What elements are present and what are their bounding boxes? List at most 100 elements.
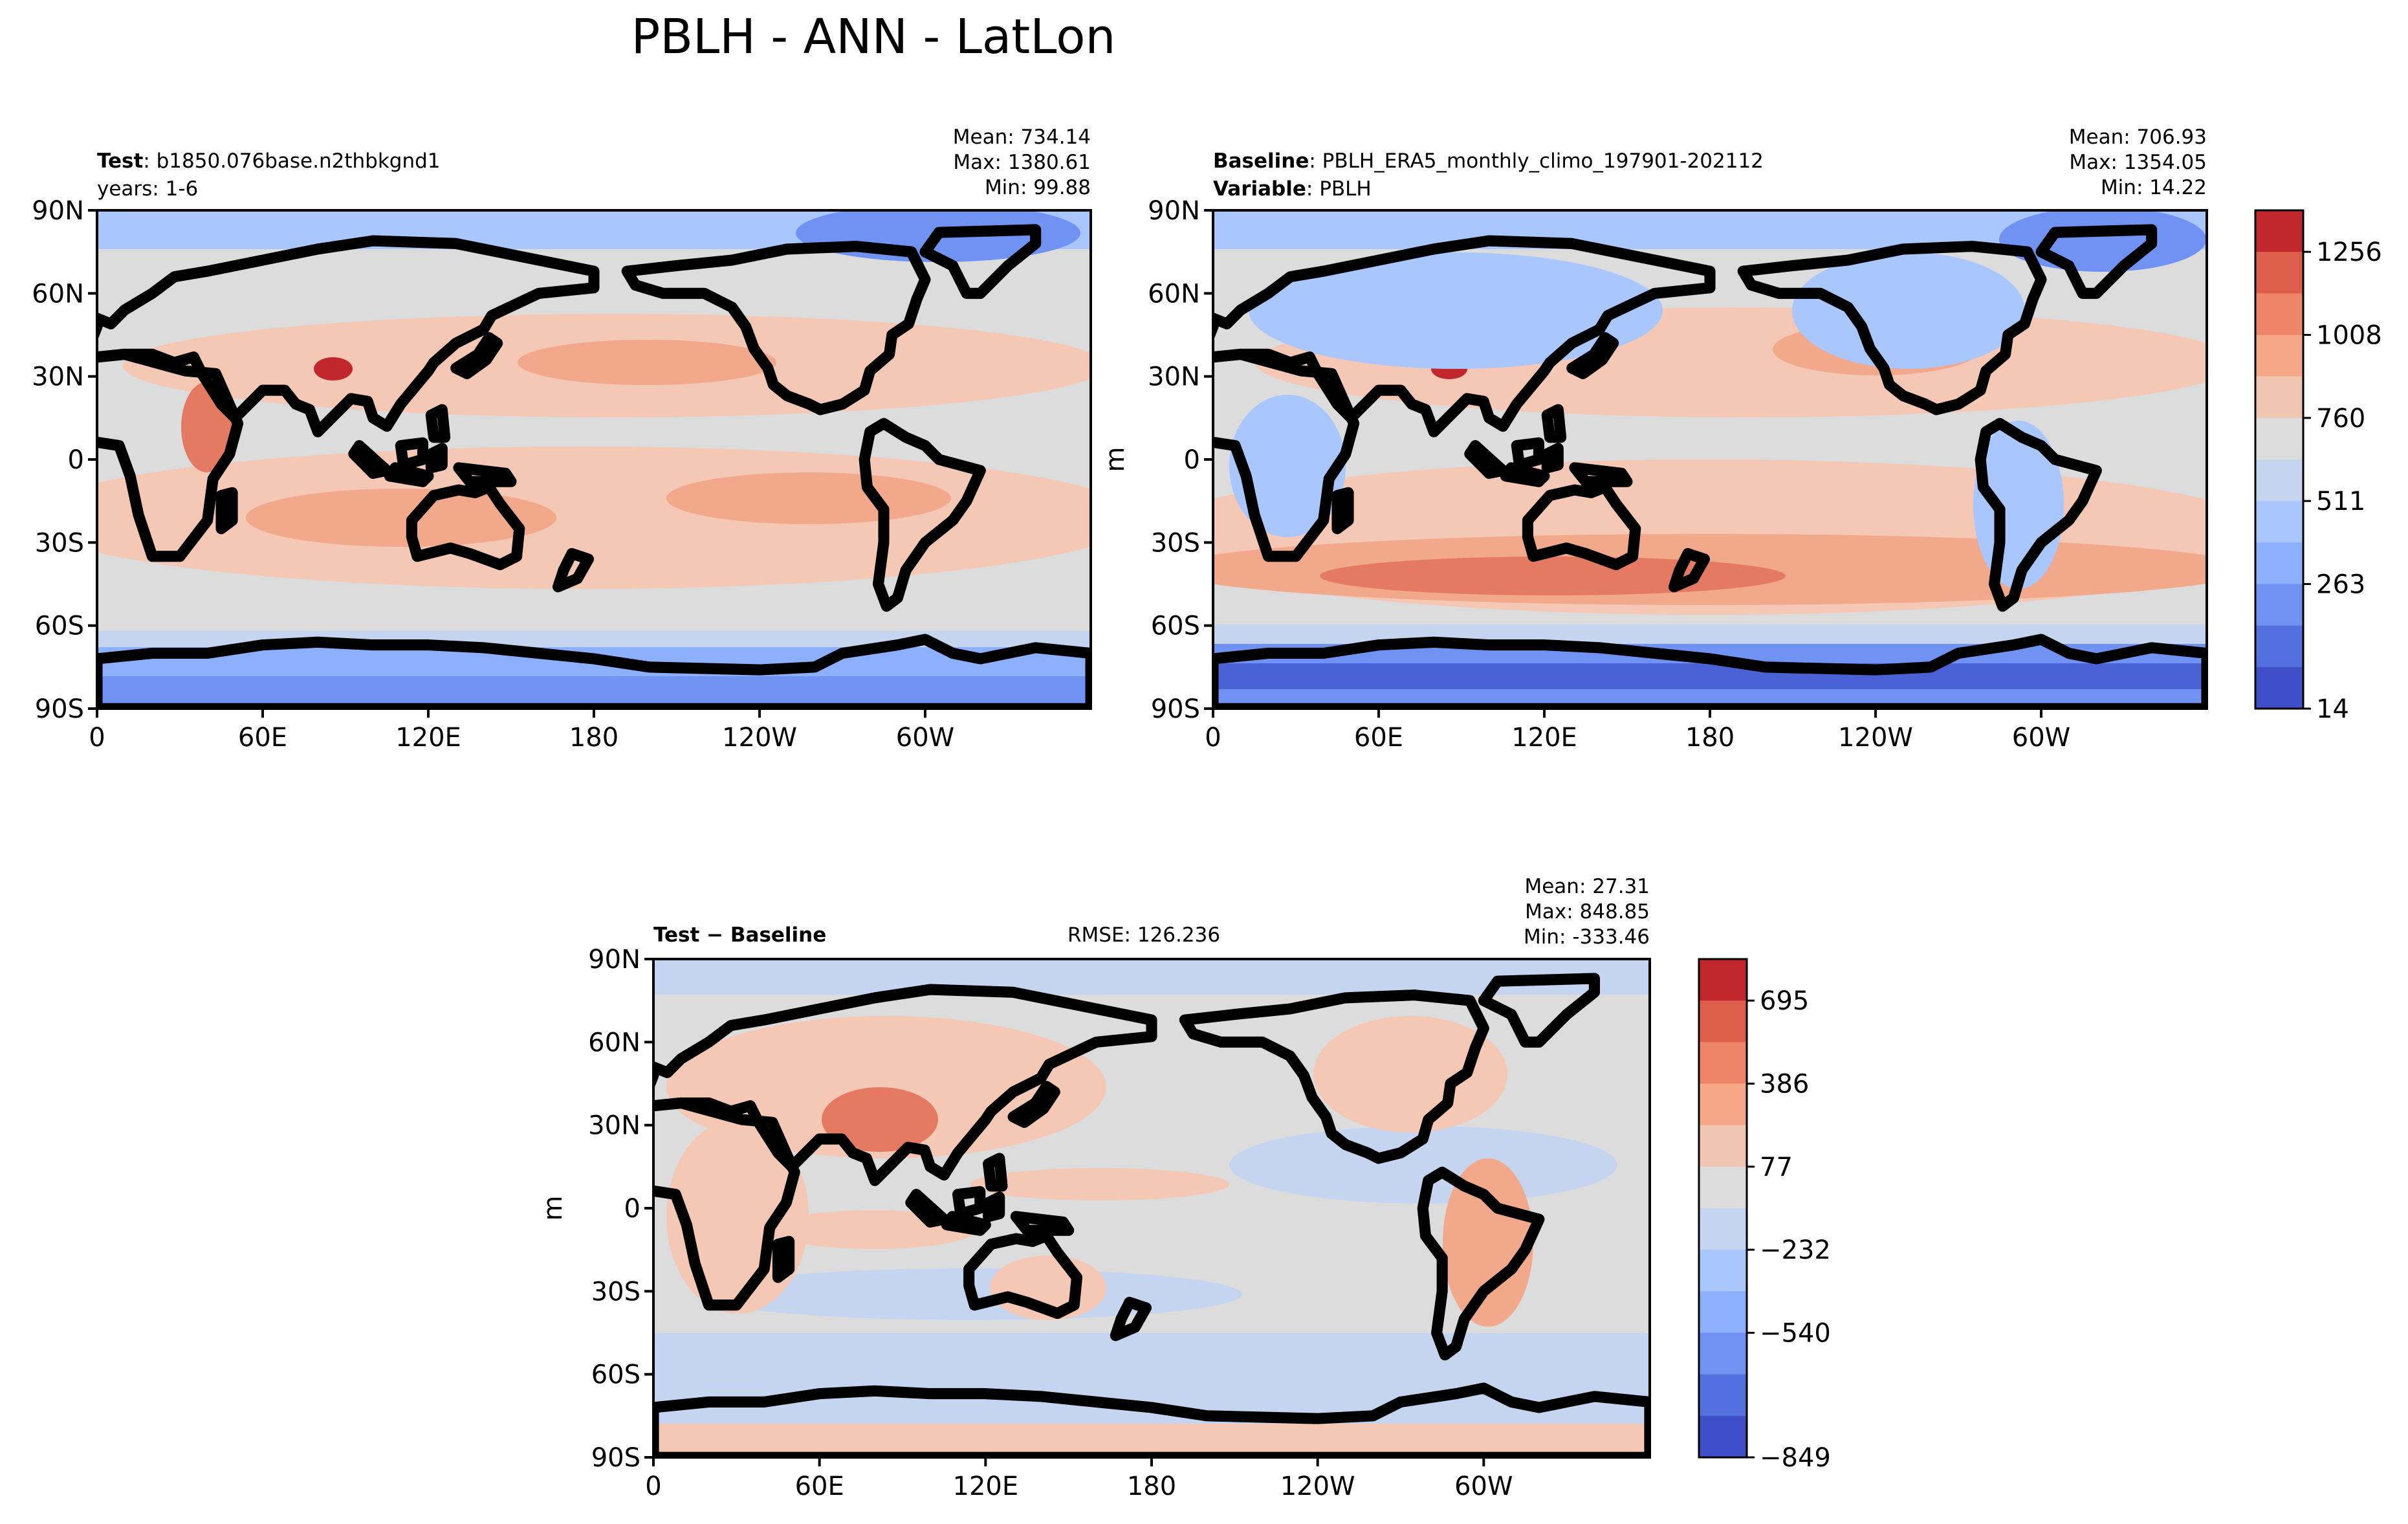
test-band-sh-core bbox=[246, 489, 556, 547]
lat-tick-label: 30S bbox=[591, 1277, 640, 1307]
lon-tick-label: 180 bbox=[569, 723, 618, 753]
lon-tick-label: 60E bbox=[238, 723, 287, 753]
baseline-mean: Mean: 706.93 bbox=[2069, 126, 2207, 149]
baseline-panel: Baseline: PBLH_ERA5_monthly_climo_197901… bbox=[1100, 126, 2208, 753]
lat-tick-label: 30N bbox=[32, 362, 84, 392]
colorbar-segment bbox=[2255, 625, 2303, 668]
lat-tick-label: 30N bbox=[1148, 362, 1200, 392]
lon-tick-label: 0 bbox=[645, 1472, 661, 1501]
colorbar-segment bbox=[1699, 1332, 1747, 1375]
colorbar-segment bbox=[1699, 1000, 1747, 1043]
colorbar-tick-label: 760 bbox=[2316, 404, 2365, 434]
lat-tick-label: 60N bbox=[588, 1028, 640, 1057]
baseline-asia-cool bbox=[1249, 252, 1663, 369]
colorbar-segment bbox=[2255, 667, 2303, 709]
baseline-antarctic-strong bbox=[1213, 663, 2207, 689]
diff-mean: Mean: 27.31 bbox=[1524, 875, 1650, 898]
diff-namerica-warm bbox=[1313, 1016, 1507, 1132]
colorbar-tick-label: 1008 bbox=[2316, 321, 2382, 351]
colorbar-segment bbox=[1699, 1083, 1747, 1126]
baseline-units-label: m bbox=[1100, 447, 1130, 472]
test-map-field bbox=[97, 210, 1091, 709]
lon-tick-label: 0 bbox=[1205, 723, 1221, 753]
lat-tick-label: 60N bbox=[1148, 279, 1200, 309]
colorbar-segment bbox=[2255, 252, 2303, 294]
lat-tick-label: 60N bbox=[32, 279, 84, 309]
colorbar-segment bbox=[2255, 335, 2303, 377]
colorbar-segment bbox=[1699, 1374, 1747, 1417]
lat-tick-label: 90S bbox=[591, 1443, 640, 1473]
lon-tick-label: 180 bbox=[1685, 723, 1735, 753]
lon-tick-label: 60E bbox=[795, 1472, 844, 1501]
test-lat-ticks: 90N 60N 30N 0 30S 60S 90S bbox=[32, 196, 97, 724]
lat-tick-label: 60S bbox=[591, 1360, 640, 1390]
lat-tick-label: 30S bbox=[35, 528, 84, 558]
lon-tick-label: 120W bbox=[1838, 723, 1913, 753]
test-panel: Test: b1850.076base.n2thbkgnd1 years: 1-… bbox=[32, 126, 1092, 753]
diff-rmse: RMSE: 126.236 bbox=[1067, 923, 1220, 947]
lon-tick-label: 60E bbox=[1354, 723, 1403, 753]
diff-panel-title: Test − Baseline bbox=[653, 923, 826, 947]
lat-tick-label: 0 bbox=[624, 1194, 640, 1224]
diff-lon-ticks: 0 60E 120E 180 120W 60W bbox=[645, 1457, 1513, 1501]
diff-tibet-warm bbox=[822, 1087, 938, 1152]
baseline-variable: Variable: PBLH bbox=[1213, 177, 1372, 201]
colorbar-segment bbox=[2255, 293, 2303, 336]
baseline-africa-cool bbox=[1229, 395, 1346, 537]
colorbar-segment bbox=[1699, 1291, 1747, 1334]
diff-samerica-warm bbox=[1443, 1158, 1533, 1327]
colorbar-segment bbox=[2255, 417, 2303, 460]
diff-min: Min: -333.46 bbox=[1524, 925, 1650, 949]
colorbar-tick-label: 77 bbox=[1760, 1153, 1793, 1182]
baseline-panel-title: Baseline: PBLH_ERA5_monthly_climo_197901… bbox=[1213, 149, 1764, 173]
colorbar-frame bbox=[2254, 209, 2304, 710]
lat-tick-label: 90N bbox=[32, 196, 84, 226]
baseline-min: Min: 14.22 bbox=[2101, 176, 2207, 199]
diff-panel: Test − Baseline RMSE: 126.236 Mean: 27.3… bbox=[538, 875, 1651, 1501]
lat-tick-label: 90N bbox=[1148, 196, 1200, 226]
colorbar-frame bbox=[1698, 958, 1748, 1459]
colorbar-segment bbox=[1699, 1166, 1747, 1209]
lon-tick-label: 180 bbox=[1127, 1472, 1176, 1501]
colorbar-segment bbox=[1699, 959, 1747, 1001]
lat-tick-label: 30N bbox=[588, 1111, 640, 1141]
test-band-sh-core2 bbox=[666, 472, 951, 524]
lon-tick-label: 60W bbox=[1454, 1472, 1513, 1501]
lon-tick-label: 120E bbox=[1511, 723, 1577, 753]
diff-max: Max: 848.85 bbox=[1525, 900, 1650, 923]
diff-equatorial-warm bbox=[970, 1168, 1229, 1200]
lon-tick-label: 60W bbox=[2012, 723, 2070, 753]
colorbar-tick-label: 1256 bbox=[2316, 237, 2382, 267]
test-lon-ticks: 0 60E 120E 180 120W 60W bbox=[89, 709, 954, 753]
test-mean: Mean: 734.14 bbox=[953, 126, 1091, 149]
colorbar-segment bbox=[2255, 210, 2303, 252]
test-tibet bbox=[314, 357, 353, 381]
diff-antarctic-warm bbox=[653, 1424, 1650, 1457]
colorbar-tick-label: 263 bbox=[2316, 570, 2365, 600]
baseline-lat-ticks: 90N 60N 30N 0 30S 60S 90S bbox=[1148, 196, 1213, 724]
baseline-map-field bbox=[1213, 210, 2207, 709]
colorbar-segment bbox=[1699, 1042, 1747, 1085]
test-panel-years: years: 1-6 bbox=[97, 177, 198, 201]
diff-lat-ticks: 90N 60N 30N 0 30S 60S 90S bbox=[588, 945, 653, 1473]
colorbar-tick-label: 14 bbox=[2316, 694, 2349, 724]
colorbar-segment bbox=[1699, 1125, 1747, 1167]
lon-tick-label: 120E bbox=[953, 1472, 1019, 1501]
colorbar-tick-label: −849 bbox=[1760, 1443, 1831, 1473]
colorbar-tick-label: −232 bbox=[1760, 1235, 1831, 1265]
colorbar-tick-label: 695 bbox=[1760, 986, 1809, 1016]
colorbar-segment bbox=[1699, 1250, 1747, 1292]
diff-units-label: m bbox=[538, 1196, 568, 1221]
colorbar-segment bbox=[2255, 459, 2303, 502]
test-panel-title: Test: b1850.076base.n2thbkgnd1 bbox=[97, 149, 441, 173]
colorbar-segment bbox=[2255, 501, 2303, 543]
figure-title: PBLH - ANN - LatLon bbox=[631, 9, 1116, 65]
baseline-lon-ticks: 0 60E 120E 180 120W 60W bbox=[1205, 709, 2070, 753]
lat-tick-label: 60S bbox=[1151, 612, 1200, 641]
lat-tick-label: 30S bbox=[1151, 528, 1200, 558]
lon-tick-label: 120E bbox=[395, 723, 461, 753]
diff-colorbar: 695 386 77 −232 −540 −849 bbox=[1698, 958, 1831, 1473]
colorbar-segment bbox=[1699, 1208, 1747, 1250]
test-min: Min: 99.88 bbox=[985, 176, 1091, 199]
